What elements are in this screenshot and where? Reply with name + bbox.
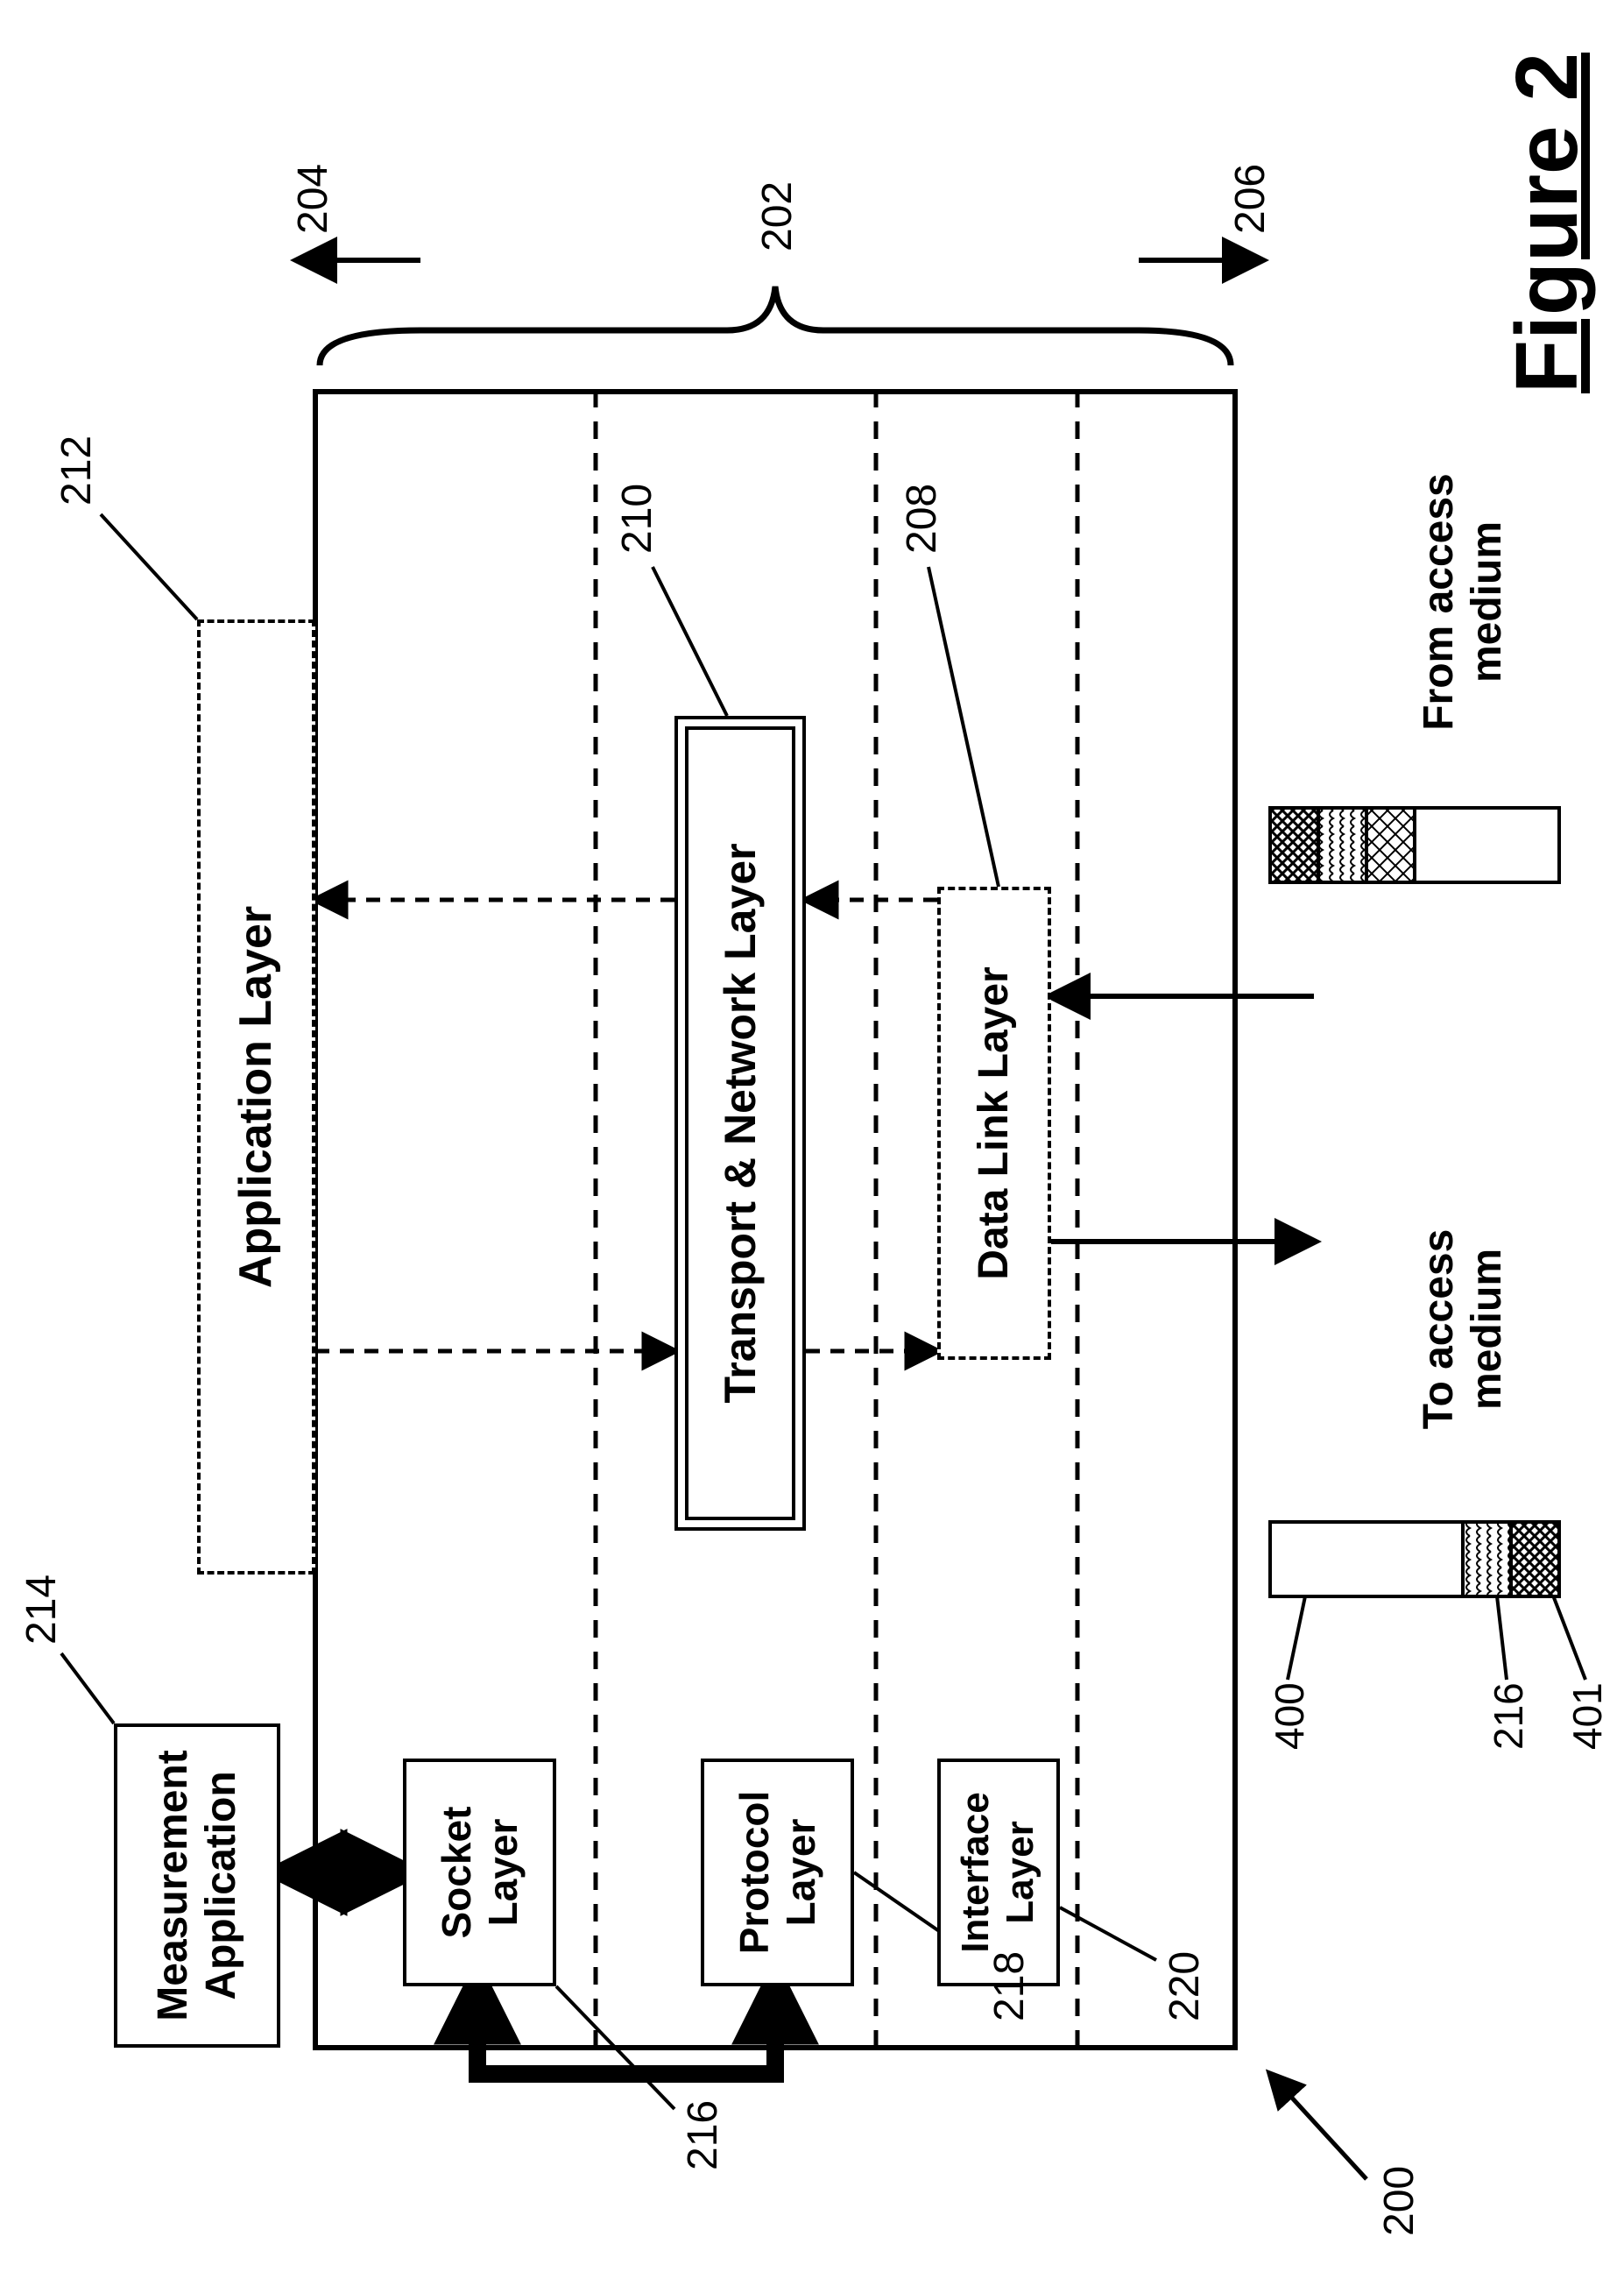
measurement-application-box: Measurement Application — [114, 1723, 280, 2048]
transport-network-layer-label: Transport & Network Layer — [715, 843, 766, 1403]
ref-218: 218 — [985, 1951, 1034, 2021]
figure-title: Figure 2 — [1497, 53, 1598, 393]
application-layer-label: Application Layer — [230, 906, 283, 1288]
ref-pkt-216: 216 — [1485, 1682, 1532, 1750]
to-access-medium-label: To access medium — [1366, 1189, 1512, 1469]
socket-layer-label: Socket Layer — [434, 1807, 526, 1939]
ref-200: 200 — [1375, 2166, 1423, 2236]
application-layer-box: Application Layer — [197, 619, 315, 1575]
ref-212: 212 — [53, 435, 101, 506]
socket-layer-box: Socket Layer — [403, 1759, 556, 1986]
ref-401: 401 — [1564, 1682, 1611, 1750]
protocol-layer-label: Protocol Layer — [731, 1791, 824, 1955]
ref-214: 214 — [18, 1575, 66, 1645]
measurement-application-label: Measurement Application — [149, 1750, 245, 2021]
ref-208: 208 — [898, 484, 946, 554]
ref-206: 206 — [1226, 164, 1274, 234]
ref-204: 204 — [289, 164, 337, 234]
ref-210: 210 — [613, 484, 661, 554]
protocol-layer-box: Protocol Layer — [701, 1759, 854, 1986]
interface-layer-label: Interface Layer — [954, 1792, 1042, 1952]
from-access-medium-label: From access medium — [1366, 435, 1512, 768]
ref-400: 400 — [1266, 1682, 1313, 1750]
ref-220: 220 — [1161, 1951, 1209, 2021]
ref-202: 202 — [753, 181, 801, 251]
data-link-layer-label: Data Link Layer — [970, 966, 1018, 1279]
transport-network-layer-box: Transport & Network Layer — [674, 716, 806, 1531]
data-link-layer-box: Data Link Layer — [937, 887, 1051, 1360]
ref-216: 216 — [679, 2100, 727, 2170]
